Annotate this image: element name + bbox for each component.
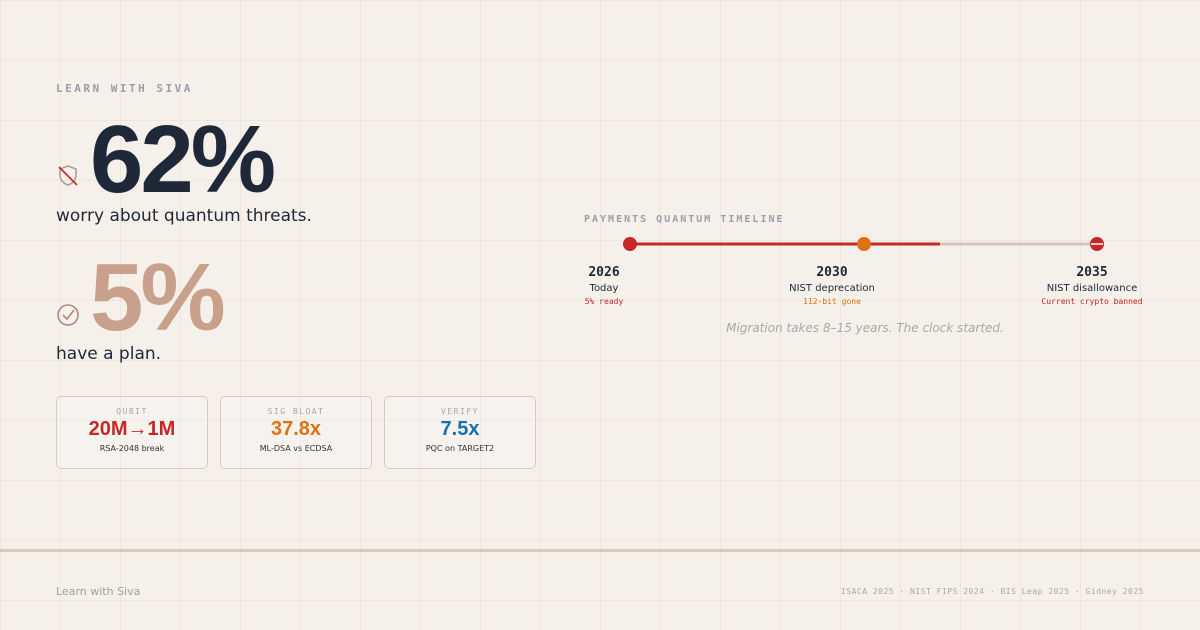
milestone-note: 5% ready [584, 297, 624, 306]
milestone: 2035 NIST disallowance Current crypto ba… [992, 265, 1192, 306]
milestone-year: 2030 [816, 265, 848, 280]
milestone: 2030 NIST deprecation 112-bit gone [732, 265, 932, 306]
stat-caption: worry about quantum threats. [56, 206, 312, 226]
card-note: PQC on TARGET2 [425, 444, 495, 453]
shield-icon [58, 165, 78, 186]
milestone-year: 2035 [1076, 265, 1108, 280]
stat-caption: have a plan. [56, 344, 162, 364]
milestone-label: Today [589, 283, 619, 294]
card-note: RSA-2048 break [99, 444, 165, 453]
footer-rule [0, 549, 1200, 552]
milestone-year: 2026 [588, 265, 620, 280]
timeline-title: PAYMENTS QUANTUM TIMELINE [584, 214, 785, 225]
brand: LEARN WITH SIVA [56, 82, 193, 95]
stat-value: 62% [90, 106, 276, 213]
timeline-caption: Migration takes 8–15 years. The clock st… [726, 321, 1004, 335]
card-note: ML-DSA vs ECDSA [259, 444, 333, 453]
timeline-track [623, 237, 1104, 251]
card-value: 7.5x [440, 418, 480, 440]
milestone-label: NIST deprecation [789, 283, 875, 294]
card-label: VERIFY [441, 407, 479, 416]
check-icon [57, 304, 79, 326]
card-value: 37.8x [270, 418, 322, 440]
milestone-note: 112-bit gone [803, 297, 861, 306]
footer-sources: ISACA 2025 · NIST FIPS 2024 · BIS Leap 2… [840, 587, 1144, 596]
metric-card: SIG BLOAT 37.8x ML-DSA vs ECDSA [220, 396, 372, 469]
milestone-label: NIST disallowance [1046, 283, 1138, 294]
metric-card: VERIFY 7.5x PQC on TARGET2 [384, 396, 536, 469]
milestone: 2026 Today 5% ready [504, 265, 704, 306]
milestone-note: Current crypto banned [1041, 297, 1143, 306]
card-value: 20M→1M [88, 418, 176, 440]
card-label: QUBIT [116, 407, 148, 416]
metric-card: QUBIT 20M→1M RSA-2048 break [56, 396, 208, 469]
stat-value: 5% [90, 244, 226, 351]
card-label: SIG BLOAT [267, 407, 325, 416]
footer-brand: Learn with Siva [56, 585, 141, 598]
